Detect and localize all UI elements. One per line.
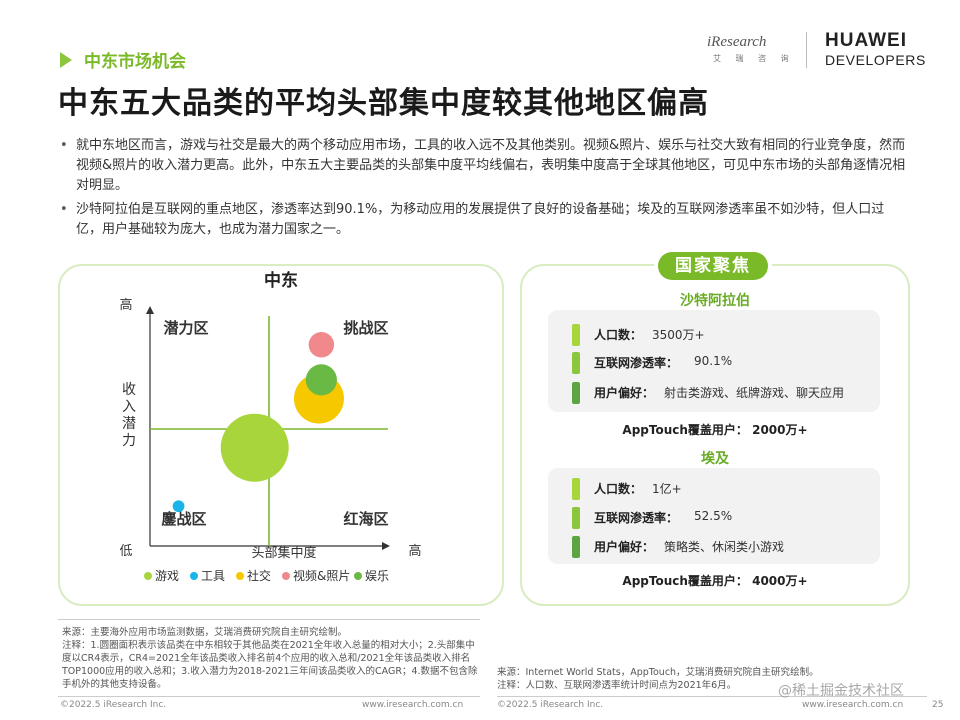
chart-panel [58,264,504,606]
iresearch-logo: iResearch 艾 瑞 咨 询 [707,34,795,70]
x-axis-high-label: 高 [408,543,421,559]
y-axis-high-label: 高 [119,297,132,313]
stat-label: 用户偏好： [594,540,655,554]
logo-divider [806,32,807,68]
stat-label: 互联网渗透率： [594,511,679,525]
y-axis-title: 收入潜力 [122,382,136,449]
quadrant-label-top-right: 挑战区 [343,319,388,337]
stat-row-internet-penetration: 互联网渗透率： 52.5% [548,505,880,529]
footer-divider [58,696,480,697]
chart-legend: 游戏 工具 社交 视频&照片 娱乐 [144,568,389,583]
chart-notes: 来源：主要海外应用市场监测数据，艾瑞消费研究院自主研究绘制。 注释：1.圆圈面积… [62,626,482,691]
stat-label: 用户偏好： [594,386,655,400]
stat-marker [572,478,580,500]
quadrant-label-bottom-left: 鏖战区 [161,510,206,528]
apptouch-reach-saudi-arabia: AppTouch覆盖用户： 2000万+ [622,423,808,437]
quadrant-label-top-left: 潜力区 [163,319,208,337]
chart-footnote: 注释：1.圆圈面积表示该品类在中东相较于其他品类在2021全年收入总量的相对大小… [62,640,478,690]
bubble-工具 [172,500,185,513]
stat-value: 52.5% [694,509,733,523]
stat-value: 策略类、休闲类小游戏 [664,540,785,554]
iresearch-logo-sub: 艾 瑞 咨 询 [713,54,795,63]
page-title: 中东五大品类的平均头部集中度较其他地区偏高 [58,86,709,121]
stat-row-user-preference: 用户偏好： 射击类游戏、纸牌游戏、聊天应用 [548,380,880,404]
stat-row-user-preference: 用户偏好： 策略类、休闲类小游戏 [548,534,880,558]
stat-row-internet-penetration: 互联网渗透率： 90.1% [548,350,880,374]
stat-label: 人口数： [594,482,643,496]
footer-copyright: ©2022.5 iResearch Inc. [60,700,167,710]
legend-label-社交: 社交 [247,568,271,583]
bubble-视频&照片 [308,332,335,358]
stat-marker [572,507,580,529]
section-marker-icon [60,52,72,68]
legend-marker-社交 [236,572,244,580]
legend-marker-视频&照片 [282,572,290,580]
stat-marker [572,352,580,374]
stat-value: 射击类游戏、纸牌游戏、聊天应用 [664,386,845,400]
focus-source: 来源：Internet World Stats，AppTouch，艾瑞消费研究院… [497,667,819,678]
chart-source: 来源：主要海外应用市场监测数据，艾瑞消费研究院自主研究绘制。 [62,627,348,638]
stat-marker [572,536,580,558]
huawei-logo-sub: DEVELOPERS [825,52,926,68]
stat-marker [572,382,580,404]
bubble-娱乐 [305,364,337,396]
x-axis-title: 头部集中度 [251,545,316,561]
legend-marker-娱乐 [354,572,362,580]
stat-marker [572,324,580,346]
focus-notes: 来源：Internet World Stats，AppTouch，艾瑞消费研究院… [497,666,917,692]
watermark: @稀土掘金技术社区 [778,683,904,699]
apptouch-reach-egypt: AppTouch覆盖用户： 4000万+ [622,574,808,588]
huawei-logo-name: HUAWEI [825,30,907,51]
bubble-游戏 [220,413,289,482]
page-number: 25 [932,700,944,710]
legend-label-视频&照片: 视频&照片 [293,568,350,583]
bubble-series [172,332,344,513]
legend-label-娱乐: 娱乐 [365,569,389,583]
country-name-saudi-arabia: 沙特阿拉伯 [680,293,750,309]
legend-marker-游戏 [144,572,152,580]
x-axis-low-label: 低 [119,544,132,559]
focus-footnote: 注释：人口数、互联网渗透率统计时间点为2021年6月。 [497,680,737,691]
legend-label-工具: 工具 [201,569,225,583]
section-label: 中东市场机会 [84,52,186,72]
legend-label-游戏: 游戏 [155,569,179,583]
stat-row-population: 人口数： 3500万+ [548,322,880,346]
stat-value: 90.1% [694,354,733,368]
huawei-developers-logo: HUAWEI DEVELOPERS [825,30,926,68]
iresearch-logo-text: iResearch [707,34,767,50]
footer-url-link[interactable]: www.iresearch.com.cn [802,700,904,710]
country-stat-card-egypt: 人口数： 1亿+ 互联网渗透率： 52.5% 用户偏好： 策略类、休闲类小游戏 [548,468,880,564]
country-stat-card-saudi-arabia: 人口数： 3500万+ 互联网渗透率： 90.1% 用户偏好： 射击类游戏、纸牌… [548,310,880,412]
stat-row-population: 人口数： 1亿+ [548,476,880,500]
legend-marker-工具 [190,572,198,580]
quadrant-label-bottom-right: 红海区 [343,510,388,528]
bullet-paragraph: 就中东地区而言，游戏与社交是最大的两个移动应用市场，工具的收入远不及其他类别。视… [60,136,910,196]
country-name-egypt: 埃及 [701,451,729,467]
bullet-paragraph: 沙特阿拉伯是互联网的重点地区，渗透率达到90.1%，为移动应用的发展提供了良好的… [60,200,910,240]
stat-value: 1亿+ [652,482,682,496]
y-axis-arrow-icon [146,306,154,314]
stat-value: 3500万+ [652,328,705,342]
chart-title: 中东 [264,270,298,291]
stat-label: 人口数： [594,328,643,342]
stat-label: 互联网渗透率： [594,356,679,370]
notes-divider [58,619,480,620]
x-axis-arrow-icon [382,542,390,550]
footer-copyright: ©2022.5 iResearch Inc. [497,700,604,710]
focus-label: 国家聚焦 [658,252,768,280]
footer-url-link[interactable]: www.iresearch.com.cn [362,700,464,710]
footer-divider [497,696,927,697]
bubble-chart: 中东 高 低 高 头部集中度 收入潜力 潜力区 挑战区 鏖战区 红海区 游戏 工具… [119,270,421,583]
